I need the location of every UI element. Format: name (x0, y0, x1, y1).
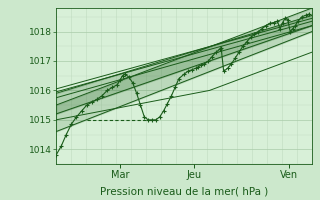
Text: Pression niveau de la mer( hPa ): Pression niveau de la mer( hPa ) (100, 186, 268, 196)
